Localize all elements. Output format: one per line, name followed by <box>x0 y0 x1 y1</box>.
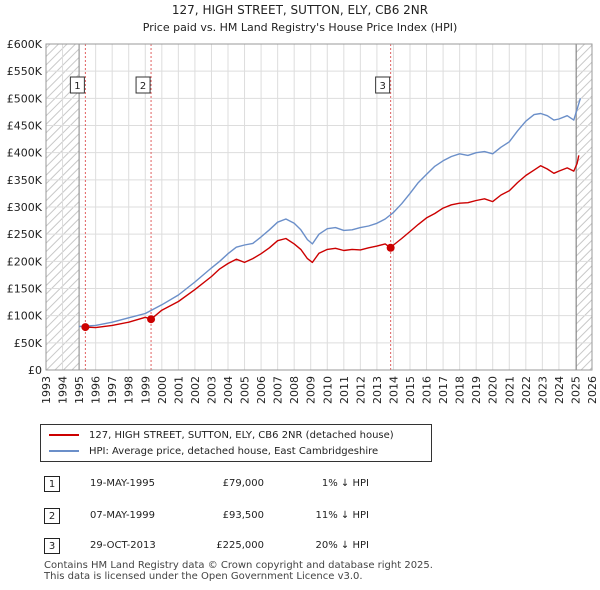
sale-hpi-diff: 11% ↓ HPI <box>315 510 369 521</box>
x-tick-label: 1993 <box>40 376 53 404</box>
x-tick-label: 2017 <box>437 376 450 404</box>
x-tick-label: 2003 <box>205 376 218 404</box>
legend-hpi-label: HPI: Average price, detached house, East… <box>89 446 379 457</box>
y-tick-label: £500K <box>7 92 43 105</box>
sale-point <box>386 243 395 252</box>
x-tick-label: 1998 <box>123 376 136 404</box>
x-tick-label: 2011 <box>338 376 351 404</box>
x-tick-label: 2013 <box>371 376 384 404</box>
x-tick-label: 2021 <box>503 376 516 404</box>
x-tick-label: 2012 <box>354 376 367 404</box>
sale-label-box <box>375 76 391 94</box>
y-tick-label: £300K <box>7 201 43 214</box>
sale-date: 29-OCT-2013 <box>90 540 156 551</box>
property-price-line <box>85 155 580 329</box>
hpi-line <box>79 98 582 328</box>
footer-line-1: Contains HM Land Registry data © Crown c… <box>44 560 433 571</box>
y-tick-label: £350K <box>7 174 43 187</box>
sale-label: 2 <box>140 81 146 92</box>
x-tick-label: 1999 <box>139 376 152 404</box>
x-tick-label: 2025 <box>569 376 582 404</box>
y-tick-label: £50K <box>14 337 43 350</box>
sale-date: 19-MAY-1995 <box>90 478 156 489</box>
chart-area: 127, HIGH STREET, SUTTON, ELY, CB6 2NR P… <box>7 3 599 404</box>
sale-row: 3 29-OCT-2013 £225,000 20% ↓ HPI <box>44 538 444 556</box>
x-tick-label: 2007 <box>272 376 285 404</box>
x-tick-label: 2016 <box>421 376 434 404</box>
legend: 127, HIGH STREET, SUTTON, ELY, CB6 2NR (… <box>40 424 432 462</box>
sale-point <box>147 315 156 324</box>
x-tick-label: 2023 <box>536 376 549 404</box>
sale-point <box>81 323 90 332</box>
x-tick-label: 2018 <box>454 376 467 404</box>
x-tick-label: 2004 <box>222 376 235 404</box>
x-tick-label: 1995 <box>73 376 86 404</box>
plot-frame <box>45 43 593 371</box>
x-tick-label: 1996 <box>90 376 103 404</box>
x-tick-label: 2008 <box>288 376 301 404</box>
x-tick-label: 2002 <box>189 376 202 404</box>
chart-title: 127, HIGH STREET, SUTTON, ELY, CB6 2NR <box>172 3 428 17</box>
x-tick-label: 2000 <box>156 376 169 404</box>
chart-subtitle: Price paid vs. HM Land Registry's House … <box>143 21 458 34</box>
sale-label: 3 <box>379 81 385 92</box>
red-line-swatch <box>49 434 79 436</box>
x-tick-label: 2015 <box>404 376 417 404</box>
x-tick-label: 1994 <box>57 376 70 404</box>
sale-date: 07-MAY-1999 <box>90 510 156 521</box>
sale-row: 2 07-MAY-1999 £93,500 11% ↓ HPI <box>44 508 444 526</box>
y-tick-label: £200K <box>7 255 43 268</box>
sale-label: 1 <box>74 81 80 92</box>
y-tick-label: £550K <box>7 65 43 78</box>
legend-item-hpi: HPI: Average price, detached house, East… <box>49 444 378 460</box>
x-tick-label: 1997 <box>106 376 119 404</box>
x-tick-label: 2005 <box>239 376 252 404</box>
y-tick-label: £250K <box>7 228 43 241</box>
sale-price: £93,500 <box>222 510 264 521</box>
sale-hpi-diff: 1% ↓ HPI <box>321 478 369 489</box>
legend-item-property: 127, HIGH STREET, SUTTON, ELY, CB6 2NR (… <box>49 428 394 444</box>
sale-label-box <box>135 76 151 94</box>
y-tick-label: £600K <box>7 38 43 51</box>
sale-price: £79,000 <box>222 478 264 489</box>
sale-price: £225,000 <box>216 540 264 551</box>
blue-line-swatch <box>49 450 79 452</box>
sale-hpi-diff: 20% ↓ HPI <box>315 540 369 551</box>
y-tick-label: £100K <box>7 310 43 323</box>
attribution-footer: Contains HM Land Registry data © Crown c… <box>44 560 433 582</box>
sale-number-badge: 2 <box>44 508 60 524</box>
legend-property-label: 127, HIGH STREET, SUTTON, ELY, CB6 2NR (… <box>89 430 394 441</box>
x-tick-label: 2006 <box>255 376 268 404</box>
sale-label-box <box>69 76 85 94</box>
y-tick-label: £450K <box>7 120 43 133</box>
x-tick-label: 2009 <box>305 376 318 404</box>
x-tick-label: 2014 <box>387 376 400 404</box>
y-tick-label: £150K <box>7 283 43 296</box>
x-tick-label: 2001 <box>172 376 185 404</box>
x-tick-label: 2022 <box>520 376 533 404</box>
price-chart: 127, HIGH STREET, SUTTON, ELY, CB6 2NR P… <box>7 3 599 404</box>
x-tick-label: 2019 <box>470 376 483 404</box>
x-tick-label: 2024 <box>553 376 566 404</box>
y-tick-label: £0 <box>28 364 42 377</box>
x-tick-label: 2020 <box>487 376 500 404</box>
sale-row: 1 19-MAY-1995 £79,000 1% ↓ HPI <box>44 476 444 494</box>
y-tick-label: £400K <box>7 147 43 160</box>
sale-number-badge: 1 <box>44 476 60 492</box>
x-tick-label: 2026 <box>586 376 599 404</box>
sale-number-badge: 3 <box>44 538 60 554</box>
x-tick-label: 2010 <box>321 376 334 404</box>
footer-line-2: This data is licensed under the Open Gov… <box>44 571 363 582</box>
